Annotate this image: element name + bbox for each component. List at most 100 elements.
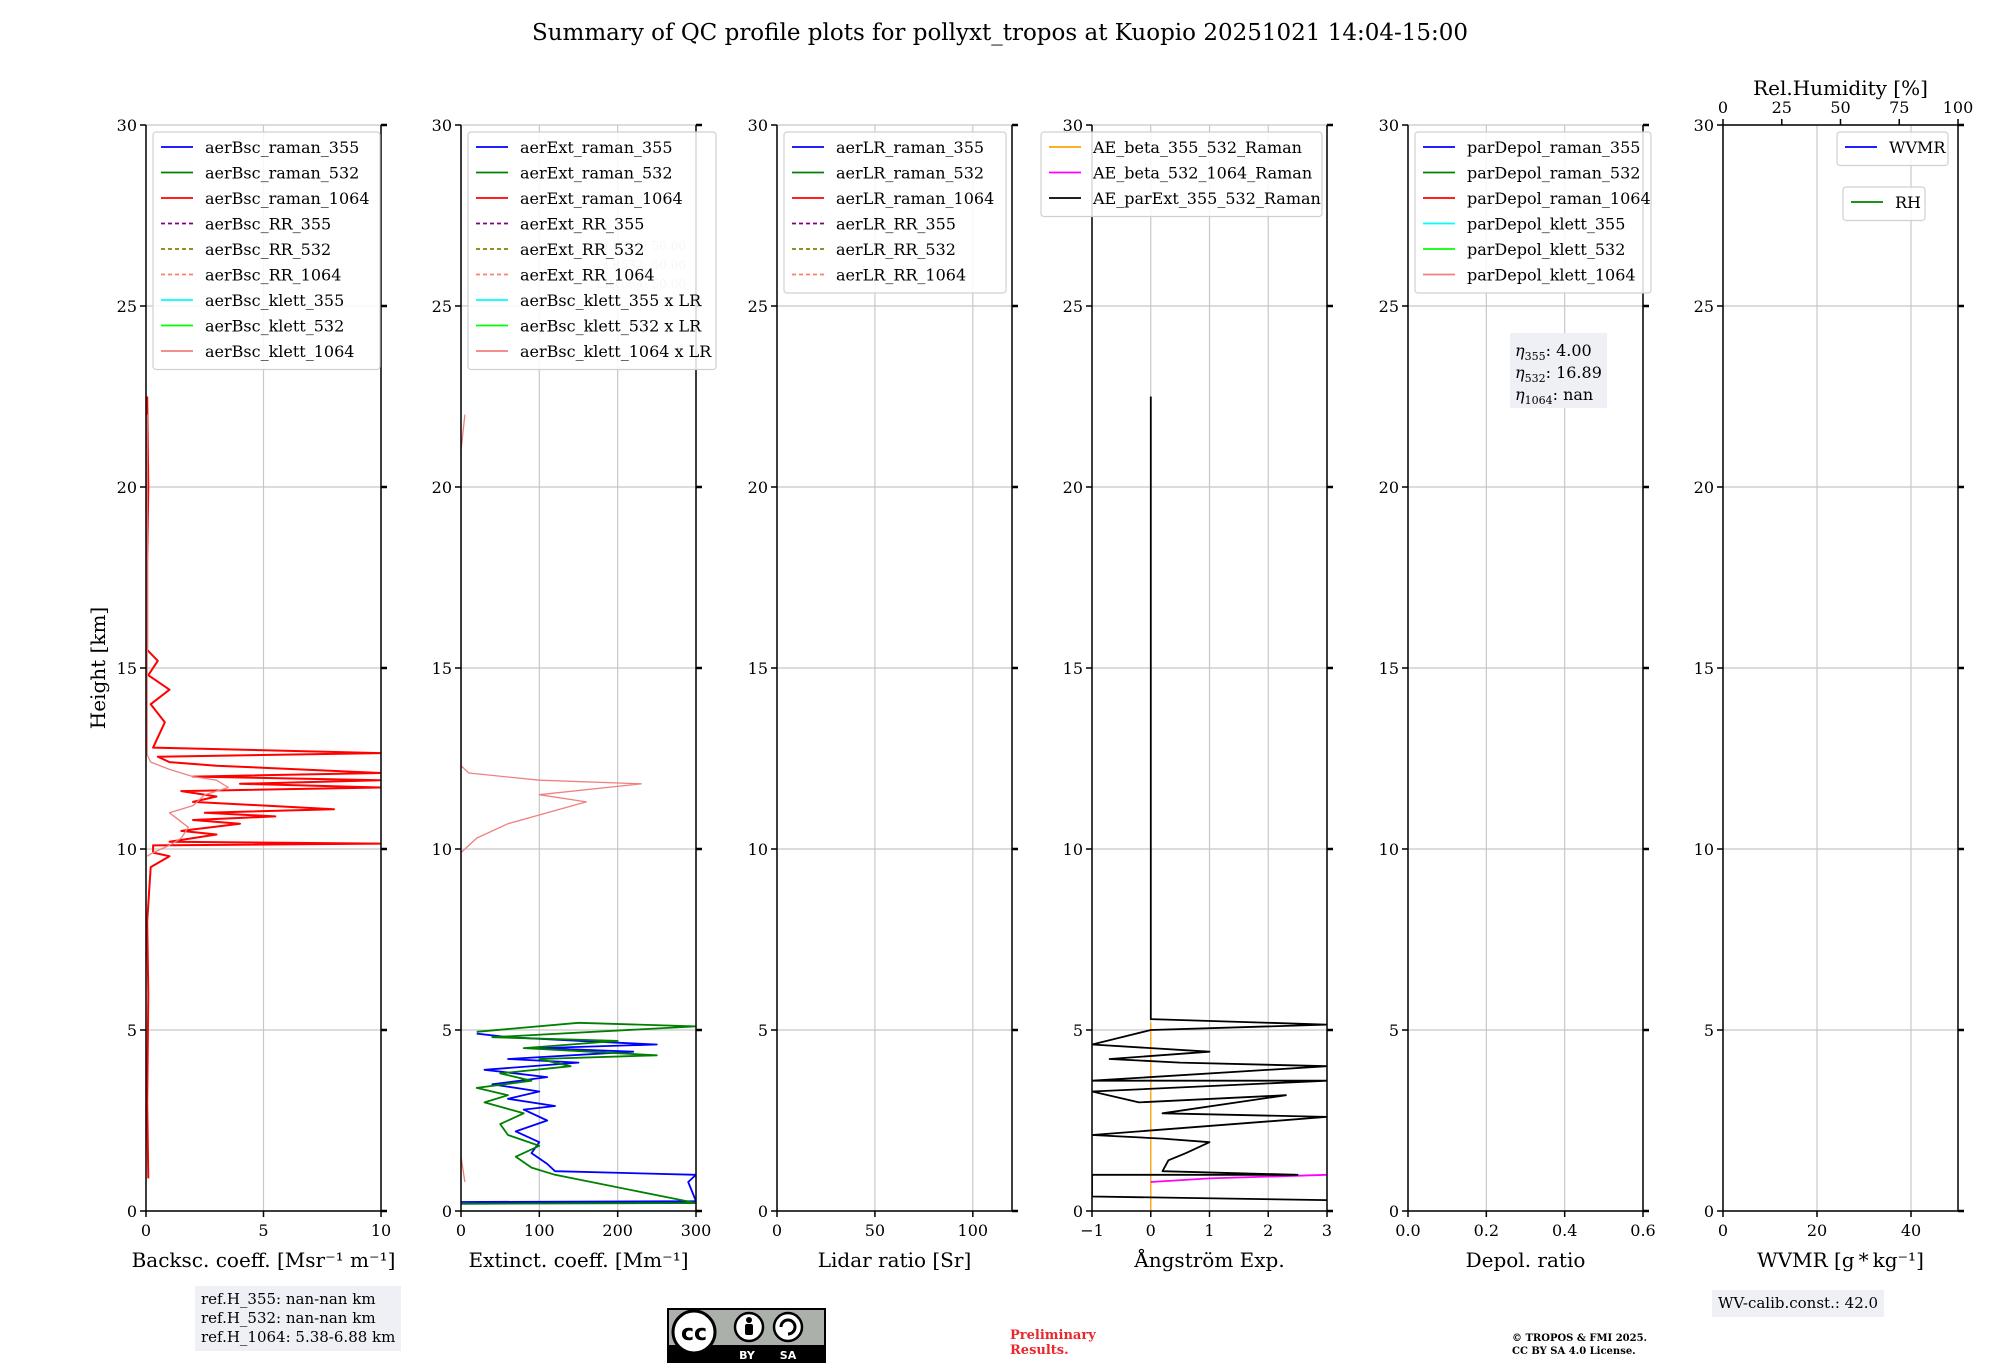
x-tick-label: 2 — [1263, 1221, 1273, 1240]
x-axis-label: Backsc. coeff. [Msr⁻¹ m⁻¹] — [132, 1248, 396, 1272]
legend-entry: aerExt_raman_532 — [520, 164, 673, 183]
x-tick-label: 100 — [958, 1221, 989, 1240]
top-x-tick-label: 0 — [1718, 98, 1728, 117]
legend-entry: WVMR — [1889, 138, 1946, 157]
y-tick-label: 30 — [748, 116, 768, 135]
legend-entry: parDepol_raman_532 — [1467, 164, 1640, 183]
y-tick-label: 20 — [1379, 478, 1399, 497]
legend-entry: aerLR_raman_1064 — [836, 189, 994, 208]
series-aerBsc_klett_1064 x LR — [461, 414, 642, 1183]
legend-frame — [467, 131, 717, 371]
eta-number: : nan — [1553, 385, 1594, 404]
y-tick-label: 25 — [1063, 297, 1083, 316]
eta-symbol: η — [1515, 363, 1525, 382]
x-tick-label: 0 — [456, 1221, 466, 1240]
reference-heights-box: ref.H_355: nan-nan km ref.H_532: nan-nan… — [195, 1286, 402, 1351]
legend-entry: aerBsc_klett_532 — [205, 317, 344, 336]
series-AE_parExt_355_532_Raman — [1092, 396, 1327, 1201]
y-tick-label: 30 — [432, 116, 452, 135]
y-tick-label: 15 — [432, 659, 452, 678]
x-tick-label: 50 — [865, 1221, 885, 1240]
y-tick-label: 0 — [1389, 1202, 1399, 1221]
y-tick-label: 5 — [758, 1021, 768, 1040]
x-tick-label: 0 — [1146, 1221, 1156, 1240]
legend-wvmr-frame — [1836, 131, 1949, 167]
preliminary-line1: Preliminary — [1010, 1328, 1096, 1343]
y-axis-label: Height [km] — [86, 607, 110, 729]
x-axis-label: Depol. ratio — [1466, 1248, 1586, 1272]
series-aerBsc_raman_1064 — [146, 396, 381, 1179]
legend-entry: aerLR_raman_355 — [836, 138, 984, 157]
x-tick-label: 200 — [602, 1221, 633, 1240]
legend-entry: parDepol_klett_532 — [1467, 240, 1625, 259]
legend-entry: parDepol_raman_355 — [1467, 138, 1640, 157]
y-tick-label: 15 — [1694, 659, 1714, 678]
eta-number: : 16.89 — [1546, 363, 1602, 382]
legend-entry: aerExt_RR_355 — [520, 215, 644, 234]
y-tick-label: 0 — [127, 1202, 137, 1221]
y-tick-label: 30 — [1694, 116, 1714, 135]
legend-rh-frame — [1842, 186, 1926, 222]
y-tick-label: 25 — [1694, 297, 1714, 316]
y-tick-label: 25 — [432, 297, 452, 316]
x-tick-label: 0.2 — [1474, 1221, 1499, 1240]
preliminary-note: Preliminary Results. — [1010, 1328, 1096, 1358]
y-tick-label: 25 — [748, 297, 768, 316]
wv-calibration-box: WV-calib.const.: 42.0 — [1712, 1290, 1885, 1317]
x-axis-label: Lidar ratio [Sr] — [818, 1248, 972, 1272]
eta-subscript: 355 — [1525, 350, 1546, 363]
top-x-tick-label: 100 — [1943, 98, 1974, 117]
legend-entry: aerLR_RR_355 — [836, 215, 956, 234]
y-tick-label: 5 — [1389, 1021, 1399, 1040]
eta-value-532: η532: 16.89 — [1515, 363, 1602, 385]
copyright-line1: © TROPOS & FMI 2025. — [1512, 1333, 1648, 1344]
x-tick-label: 20 — [1807, 1221, 1827, 1240]
y-tick-label: 20 — [432, 478, 452, 497]
x-axis-label: Extinct. coeff. [Mm⁻¹] — [468, 1248, 688, 1272]
wv-calibration-text: WV-calib.const.: 42.0 — [1718, 1294, 1879, 1312]
series-aerExt_raman_355 — [461, 1032, 696, 1204]
y-tick-label: 30 — [1379, 116, 1399, 135]
ref-height-1064: ref.H_1064: 5.38-6.88 km — [201, 1328, 396, 1346]
series-aerBsc_klett_1064 — [146, 414, 229, 857]
ref-height-532: ref.H_532: nan-nan km — [201, 1309, 376, 1327]
legend-entry: aerExt_RR_1064 — [520, 266, 655, 285]
y-tick-label: 10 — [117, 840, 137, 859]
eta-symbol: η — [1515, 385, 1525, 404]
legend-entry: parDepol_raman_1064 — [1467, 189, 1651, 208]
series-aerExt_raman_532 — [461, 1021, 696, 1205]
legend-entry: aerBsc_klett_1064 x LR — [520, 342, 712, 361]
panel-depol: 0 5 10 15 20 25 30 0.0 0.2 0.4 0.6 Depol. ratio parD… — [1379, 116, 1656, 1272]
top-x-axis-label: Rel.Humidity [%] — [1753, 76, 1928, 100]
legend-entry: AE_parExt_355_532_Raman — [1092, 189, 1321, 208]
cc-by-sa-badge: cc BY SA — [667, 1308, 826, 1363]
y-tick-label: 10 — [1694, 840, 1714, 859]
y-tick-label: 10 — [748, 840, 768, 859]
legend-entry: aerLR_RR_532 — [836, 240, 956, 259]
ref-height-355: ref.H_355: nan-nan km — [201, 1290, 376, 1308]
legend-frame — [1040, 131, 1323, 218]
legend-entry: aerBsc_klett_532 x LR — [520, 317, 702, 336]
x-axis-label: Ångström Exp. — [1133, 1247, 1284, 1272]
series-AE_beta_532_1064_Raman — [1150, 1173, 1327, 1183]
y-tick-label: 30 — [117, 116, 137, 135]
x-tick-label: 10 — [371, 1221, 391, 1240]
y-tick-label: 10 — [1379, 840, 1399, 859]
legend-entry: aerBsc_klett_355 x LR — [520, 291, 702, 310]
copyright-note: © TROPOS & FMI 2025. CC BY SA 4.0 Licens… — [1512, 1332, 1647, 1358]
top-x-tick-label: 25 — [1772, 98, 1792, 117]
legend-entry: aerExt_raman_355 — [520, 138, 673, 157]
legend-entry: aerBsc_RR_532 — [205, 240, 331, 259]
x-tick-label: 0 — [141, 1221, 151, 1240]
top-x-tick-label: 50 — [1830, 98, 1850, 117]
legend-entry: aerLR_RR_1064 — [836, 266, 966, 285]
eta-value-355: η355: 4.00 — [1515, 341, 1592, 363]
y-tick-label: 10 — [1063, 840, 1083, 859]
eta-number: : 4.00 — [1546, 341, 1592, 360]
y-tick-label: 20 — [748, 478, 768, 497]
top-x-tick-label: 75 — [1889, 98, 1909, 117]
eta-symbol: η — [1515, 341, 1525, 360]
